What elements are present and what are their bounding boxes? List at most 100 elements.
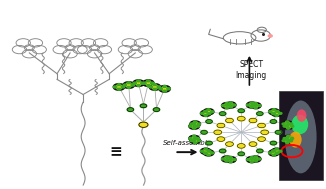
Circle shape <box>159 88 162 90</box>
Circle shape <box>275 110 278 112</box>
Ellipse shape <box>297 109 306 122</box>
Circle shape <box>287 127 290 129</box>
Circle shape <box>246 104 250 106</box>
Circle shape <box>208 112 211 114</box>
Circle shape <box>163 90 166 92</box>
Circle shape <box>249 142 257 146</box>
Circle shape <box>253 104 259 107</box>
Circle shape <box>153 108 160 112</box>
Circle shape <box>123 82 135 88</box>
Circle shape <box>276 111 279 113</box>
Circle shape <box>203 111 207 113</box>
Circle shape <box>253 157 259 161</box>
Circle shape <box>275 130 282 134</box>
Circle shape <box>225 102 236 108</box>
Circle shape <box>282 123 285 125</box>
Circle shape <box>222 103 232 109</box>
Circle shape <box>272 112 275 114</box>
Circle shape <box>211 111 214 113</box>
Circle shape <box>204 115 207 116</box>
Circle shape <box>207 109 210 111</box>
Circle shape <box>196 137 200 139</box>
Circle shape <box>257 112 263 115</box>
Circle shape <box>189 123 200 129</box>
Circle shape <box>190 138 200 144</box>
Circle shape <box>233 159 236 160</box>
Circle shape <box>203 109 214 115</box>
Circle shape <box>250 156 253 158</box>
Circle shape <box>207 113 210 115</box>
Circle shape <box>249 103 255 107</box>
Circle shape <box>207 150 210 152</box>
Ellipse shape <box>285 101 317 173</box>
Circle shape <box>226 159 229 160</box>
Circle shape <box>287 135 290 137</box>
Circle shape <box>163 86 166 88</box>
FancyBboxPatch shape <box>279 91 323 180</box>
Circle shape <box>279 112 282 114</box>
Circle shape <box>250 156 261 162</box>
Circle shape <box>217 123 225 128</box>
Circle shape <box>254 159 257 160</box>
Circle shape <box>222 105 225 107</box>
Circle shape <box>203 150 214 156</box>
Circle shape <box>228 158 233 161</box>
Circle shape <box>237 144 245 148</box>
Circle shape <box>224 157 230 161</box>
Text: SPECT
Imaging: SPECT Imaging <box>235 60 267 80</box>
Circle shape <box>153 88 156 90</box>
Circle shape <box>123 84 126 86</box>
Circle shape <box>190 123 193 125</box>
Circle shape <box>270 120 277 123</box>
Circle shape <box>133 80 144 87</box>
Circle shape <box>272 150 275 152</box>
Circle shape <box>127 108 134 112</box>
Circle shape <box>258 123 265 128</box>
Circle shape <box>200 112 204 114</box>
Circle shape <box>261 130 269 135</box>
Circle shape <box>113 84 125 90</box>
Circle shape <box>272 154 275 156</box>
Circle shape <box>225 156 229 158</box>
Circle shape <box>136 81 141 85</box>
Circle shape <box>222 158 225 160</box>
Circle shape <box>152 85 158 89</box>
Circle shape <box>274 112 279 115</box>
Circle shape <box>282 138 292 144</box>
Circle shape <box>229 106 232 108</box>
Circle shape <box>193 139 196 141</box>
Circle shape <box>275 115 278 116</box>
Circle shape <box>250 158 254 160</box>
Circle shape <box>271 110 277 113</box>
Circle shape <box>140 104 147 108</box>
Circle shape <box>286 142 289 144</box>
Circle shape <box>268 35 272 37</box>
Circle shape <box>193 127 196 129</box>
Circle shape <box>137 84 140 86</box>
Circle shape <box>286 125 289 127</box>
Circle shape <box>193 123 196 125</box>
Circle shape <box>206 110 211 113</box>
Circle shape <box>283 125 286 127</box>
Ellipse shape <box>289 132 302 148</box>
Circle shape <box>192 122 198 125</box>
Circle shape <box>276 152 279 154</box>
Circle shape <box>274 150 279 153</box>
Circle shape <box>207 154 210 156</box>
Circle shape <box>214 130 222 135</box>
Circle shape <box>229 105 232 107</box>
Circle shape <box>192 139 198 142</box>
Circle shape <box>246 156 257 163</box>
Circle shape <box>258 137 265 141</box>
Circle shape <box>272 109 275 111</box>
Circle shape <box>225 156 236 163</box>
Circle shape <box>116 85 122 89</box>
Circle shape <box>143 80 154 87</box>
Circle shape <box>206 141 212 145</box>
Circle shape <box>254 107 257 109</box>
Circle shape <box>282 140 285 142</box>
Circle shape <box>206 151 211 154</box>
Circle shape <box>127 86 130 88</box>
Circle shape <box>167 88 170 90</box>
Circle shape <box>211 152 214 154</box>
